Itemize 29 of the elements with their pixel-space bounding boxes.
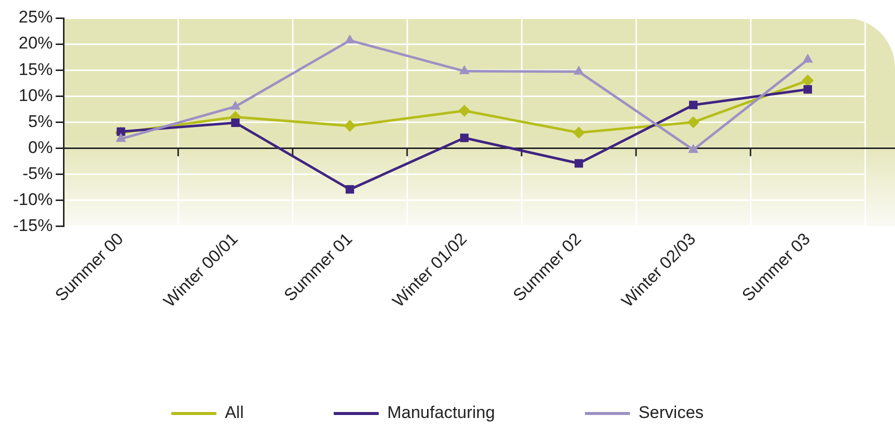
y-tick-label: -15% (13, 216, 53, 236)
point (802, 74, 814, 87)
y-tick-label: 20% (18, 34, 53, 53)
y-tick-label: 5% (28, 112, 53, 131)
point (458, 104, 470, 117)
point (459, 65, 470, 74)
point (574, 66, 584, 75)
point (346, 185, 354, 194)
point (460, 134, 469, 142)
point (574, 159, 584, 168)
point (804, 85, 812, 94)
legend-label: Manufacturing (387, 403, 495, 422)
legend-label: Services (638, 403, 704, 422)
point (344, 34, 356, 44)
point (231, 118, 240, 127)
point (689, 100, 698, 110)
y-tick-label: -10% (13, 190, 53, 210)
y-tick-label: 25% (18, 8, 53, 27)
y-tick-label: 0% (28, 138, 53, 157)
legend-label: All (224, 403, 244, 422)
y-tick-label: 15% (18, 60, 53, 79)
point (572, 126, 585, 139)
point (687, 116, 700, 128)
point (116, 127, 126, 136)
point (230, 100, 241, 110)
y-tick-label: -5% (22, 164, 53, 184)
point (344, 120, 356, 132)
point (802, 54, 813, 63)
y-tick-label: 10% (18, 86, 53, 105)
